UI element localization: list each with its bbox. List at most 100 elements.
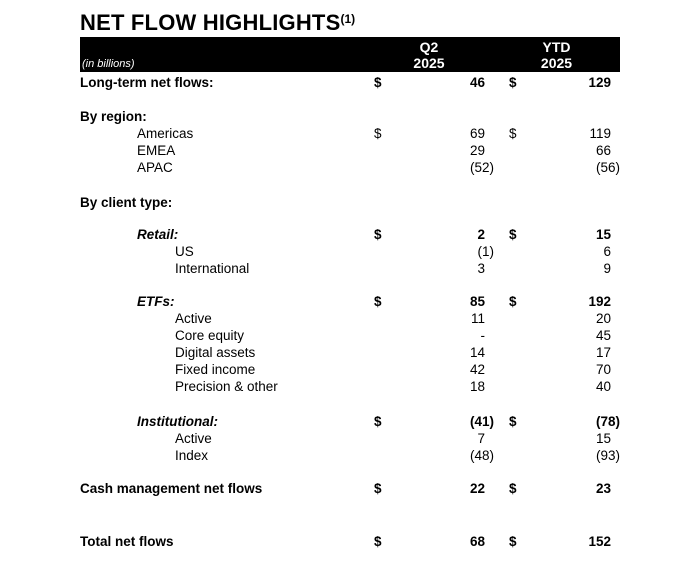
dollar-sign-ytd: $ bbox=[509, 414, 517, 429]
value-q2: 11 bbox=[470, 311, 485, 326]
row-label: By client type: bbox=[80, 195, 173, 210]
table-row: EMEA 29 66 bbox=[80, 142, 620, 159]
value-ytd: 70 bbox=[595, 362, 611, 377]
column-header-q2-line2: 2025 bbox=[413, 54, 445, 71]
value-q2: 29 bbox=[469, 143, 485, 158]
dollar-sign-ytd: $ bbox=[509, 294, 517, 309]
table-row: Cash management net flows $22 $23 bbox=[80, 480, 620, 497]
spacer-row bbox=[80, 211, 620, 226]
table-row: Core equity - 45 bbox=[80, 327, 620, 344]
column-gap bbox=[494, 37, 509, 72]
row-label: Total net flows bbox=[80, 534, 174, 549]
row-label: Americas bbox=[137, 126, 194, 141]
value-ytd: 40 bbox=[595, 379, 611, 394]
dollar-sign-ytd: $ bbox=[509, 126, 517, 141]
dollar-sign-q2: $ bbox=[374, 534, 382, 549]
spacer-row bbox=[80, 464, 620, 480]
spacer-row bbox=[80, 395, 620, 413]
table-row: International 3 9 bbox=[80, 260, 620, 277]
unit-label: (in billions) bbox=[82, 58, 135, 70]
column-header-ytd-line2: 2025 bbox=[540, 54, 573, 71]
row-label: EMEA bbox=[137, 143, 176, 158]
page-title-text: NET FLOW HIGHLIGHTS bbox=[80, 10, 341, 35]
value-ytd: 45 bbox=[595, 328, 611, 343]
dollar-sign-q2: $ bbox=[374, 481, 382, 496]
value-q2: 69 bbox=[469, 126, 485, 141]
net-flow-table: Long-term net flows: $46 $129 By region: Ame… bbox=[80, 74, 620, 550]
table-row: Active 11 20 bbox=[80, 310, 620, 327]
dollar-sign-ytd: $ bbox=[509, 481, 517, 496]
value-ytd: (78) bbox=[595, 414, 620, 429]
table-row: Fixed income 42 70 bbox=[80, 361, 620, 378]
value-ytd: 23 bbox=[595, 481, 611, 496]
table-row: Digital assets 14 17 bbox=[80, 344, 620, 361]
value-q2: (52) bbox=[469, 160, 494, 175]
dollar-sign-ytd: $ bbox=[509, 227, 517, 242]
value-ytd: 152 bbox=[588, 534, 611, 549]
value-q2: 42 bbox=[469, 362, 485, 377]
column-header-q2-line1: Q2 bbox=[419, 38, 439, 55]
dollar-sign-q2: $ bbox=[374, 126, 382, 141]
dollar-sign-ytd: $ bbox=[509, 75, 517, 90]
table-row: APAC (52) (56) bbox=[80, 159, 620, 176]
row-label: International bbox=[175, 261, 250, 276]
row-label: By region: bbox=[80, 109, 147, 124]
row-label: Fixed income bbox=[175, 362, 256, 377]
spacer-row bbox=[80, 277, 620, 293]
row-label: Core equity bbox=[175, 328, 245, 343]
value-ytd: 15 bbox=[595, 431, 611, 446]
value-q2: 3 bbox=[477, 261, 485, 276]
table-row: By region: bbox=[80, 108, 620, 125]
value-q2: (41) bbox=[469, 414, 494, 429]
column-header-q2: Q2 2025 bbox=[374, 37, 494, 72]
value-q2: 18 bbox=[469, 379, 485, 394]
dollar-sign-q2: $ bbox=[374, 227, 382, 242]
table-row: By client type: bbox=[80, 194, 620, 211]
value-ytd: (93) bbox=[595, 448, 620, 463]
row-label: Retail: bbox=[137, 227, 179, 242]
table-row: Institutional: $ (41) $ (78) bbox=[80, 413, 620, 430]
dollar-sign-q2: $ bbox=[374, 75, 382, 90]
value-ytd: 9 bbox=[603, 261, 611, 276]
value-q2: - bbox=[480, 328, 486, 343]
table-row: Total net flows $68 $152 bbox=[80, 533, 620, 550]
value-q2: 68 bbox=[469, 534, 485, 549]
value-ytd: 129 bbox=[588, 75, 611, 90]
value-q2: 22 bbox=[469, 481, 485, 496]
spacer-row bbox=[80, 176, 620, 194]
column-header-ytd-line1: YTD bbox=[542, 38, 571, 55]
value-q2: 85 bbox=[469, 294, 485, 309]
footnote-superscript: (1) bbox=[340, 12, 356, 26]
value-ytd: (56) bbox=[595, 160, 620, 175]
column-header-ytd: YTD 2025 bbox=[509, 37, 620, 72]
spacer-row bbox=[80, 91, 620, 108]
content-area: NET FLOW HIGHLIGHTS(1) (in billions) Q2 … bbox=[80, 0, 620, 550]
row-label: ETFs: bbox=[137, 294, 175, 309]
table-header-bar: (in billions) Q2 2025 YTD 2025 bbox=[80, 37, 620, 72]
value-q2: 7 bbox=[477, 431, 485, 446]
row-label: APAC bbox=[137, 160, 173, 175]
row-label: Cash management net flows bbox=[80, 481, 263, 496]
table-row: US (1) 6 bbox=[80, 243, 620, 260]
row-label: Precision & other bbox=[175, 379, 278, 394]
row-label: Index bbox=[175, 448, 209, 463]
value-ytd: 15 bbox=[595, 227, 611, 242]
dollar-sign-ytd: $ bbox=[509, 534, 517, 549]
table-row: Index (48) (93) bbox=[80, 447, 620, 464]
table-row: Active 7 15 bbox=[80, 430, 620, 447]
table-row: Americas $69 $119 bbox=[80, 125, 620, 142]
value-q2: 14 bbox=[469, 345, 485, 360]
table-row: Retail: $2 $15 bbox=[80, 226, 620, 243]
value-q2: 2 bbox=[477, 227, 485, 242]
table-row: Long-term net flows: $46 $129 bbox=[80, 74, 620, 91]
value-ytd: 192 bbox=[588, 294, 611, 309]
dollar-sign-q2: $ bbox=[374, 414, 382, 429]
table-row: Precision & other 18 40 bbox=[80, 378, 620, 395]
value-ytd: 20 bbox=[595, 311, 611, 326]
value-ytd: 17 bbox=[595, 345, 611, 360]
row-label: Digital assets bbox=[175, 345, 256, 360]
row-label: Long-term net flows: bbox=[80, 75, 214, 90]
page-title: NET FLOW HIGHLIGHTS(1) bbox=[80, 7, 620, 35]
value-ytd: 6 bbox=[603, 244, 611, 259]
